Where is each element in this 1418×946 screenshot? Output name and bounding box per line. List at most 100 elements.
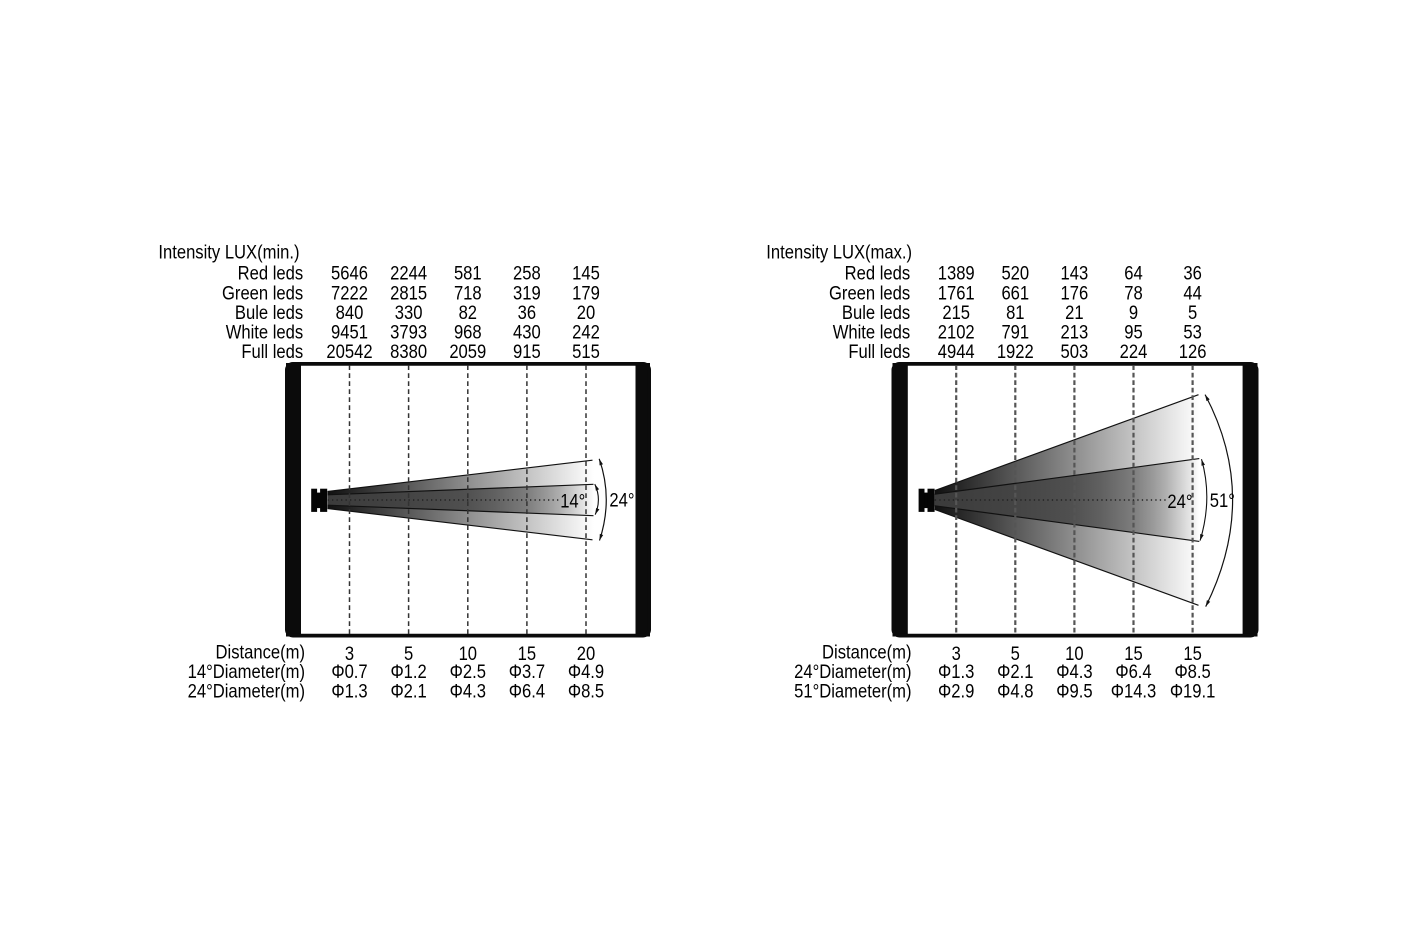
svg-text:520: 520: [1001, 263, 1029, 285]
svg-text:145: 145: [572, 263, 600, 285]
svg-text:Intensity LUX(min.): Intensity LUX(min.): [158, 241, 299, 263]
svg-text:Distance(m): Distance(m): [216, 641, 305, 663]
svg-text:Full leds: Full leds: [241, 341, 303, 363]
svg-text:2102: 2102: [938, 322, 975, 344]
svg-text:258: 258: [513, 263, 541, 285]
svg-text:2815: 2815: [390, 282, 427, 304]
svg-text:64: 64: [1124, 263, 1143, 285]
svg-text:915: 915: [513, 341, 541, 363]
svg-text:21: 21: [1065, 302, 1083, 324]
svg-text:Green leds: Green leds: [222, 282, 303, 304]
svg-text:20: 20: [577, 302, 596, 324]
svg-text:515: 515: [572, 341, 600, 363]
svg-text:1389: 1389: [938, 263, 975, 285]
svg-text:15: 15: [1124, 643, 1142, 665]
svg-text:4944: 4944: [938, 341, 975, 363]
svg-text:319: 319: [513, 282, 541, 304]
svg-text:8380: 8380: [390, 341, 427, 363]
svg-text:Intensity LUX(max.): Intensity LUX(max.): [766, 241, 912, 263]
svg-text:Red leds: Red leds: [238, 263, 304, 285]
svg-text:176: 176: [1061, 282, 1089, 304]
svg-text:15: 15: [1183, 643, 1201, 665]
svg-text:242: 242: [572, 322, 600, 344]
svg-text:95: 95: [1124, 322, 1142, 344]
svg-text:Φ6.4: Φ6.4: [1115, 661, 1151, 683]
svg-text:581: 581: [454, 263, 482, 285]
svg-text:24°Diameter(m): 24°Diameter(m): [794, 661, 911, 683]
svg-text:51°: 51°: [1210, 490, 1235, 512]
svg-text:126: 126: [1179, 341, 1207, 363]
svg-text:15: 15: [518, 643, 536, 665]
svg-text:5: 5: [1011, 643, 1020, 665]
svg-text:3793: 3793: [390, 322, 427, 344]
svg-text:9: 9: [1129, 302, 1138, 324]
svg-text:20: 20: [577, 643, 596, 665]
svg-text:53: 53: [1183, 322, 1201, 344]
svg-text:36: 36: [518, 302, 536, 324]
svg-text:Φ2.9: Φ2.9: [938, 681, 974, 703]
svg-text:5: 5: [1188, 302, 1197, 324]
svg-text:Φ3.7: Φ3.7: [509, 661, 545, 683]
svg-text:Φ2.5: Φ2.5: [450, 661, 486, 683]
svg-text:Φ4.3: Φ4.3: [1056, 661, 1092, 683]
svg-text:213: 213: [1061, 322, 1089, 344]
svg-text:968: 968: [454, 322, 482, 344]
svg-text:10: 10: [459, 643, 478, 665]
svg-text:Φ9.5: Φ9.5: [1056, 681, 1092, 703]
svg-text:Φ4.8: Φ4.8: [997, 681, 1033, 703]
svg-text:330: 330: [395, 302, 423, 324]
svg-text:Φ0.7: Φ0.7: [331, 661, 367, 683]
svg-text:Bule leds: Bule leds: [842, 302, 910, 324]
svg-text:143: 143: [1061, 263, 1089, 285]
svg-text:718: 718: [454, 282, 482, 304]
svg-text:White leds: White leds: [833, 322, 911, 344]
svg-text:24°: 24°: [609, 489, 634, 511]
svg-text:White leds: White leds: [226, 322, 304, 344]
svg-text:Φ4.3: Φ4.3: [450, 681, 486, 703]
svg-text:5: 5: [404, 643, 413, 665]
svg-text:1761: 1761: [938, 282, 975, 304]
svg-text:2244: 2244: [390, 263, 427, 285]
svg-text:791: 791: [1001, 322, 1029, 344]
svg-text:840: 840: [336, 302, 364, 324]
svg-text:51°Diameter(m): 51°Diameter(m): [794, 681, 911, 703]
svg-text:Distance(m): Distance(m): [822, 641, 911, 663]
svg-text:10: 10: [1065, 643, 1084, 665]
svg-text:20542: 20542: [326, 341, 372, 363]
svg-text:Φ1.2: Φ1.2: [390, 661, 426, 683]
svg-text:5646: 5646: [331, 263, 368, 285]
svg-text:Φ8.5: Φ8.5: [568, 681, 604, 703]
svg-text:430: 430: [513, 322, 541, 344]
svg-text:Φ2.1: Φ2.1: [997, 661, 1033, 683]
svg-text:Φ6.4: Φ6.4: [509, 681, 545, 703]
svg-text:Red leds: Red leds: [845, 263, 911, 285]
svg-text:179: 179: [572, 282, 600, 304]
svg-text:2059: 2059: [449, 341, 486, 363]
svg-text:Φ1.3: Φ1.3: [938, 661, 974, 683]
svg-text:661: 661: [1001, 282, 1029, 304]
svg-text:44: 44: [1183, 282, 1202, 304]
svg-text:215: 215: [942, 302, 970, 324]
svg-text:81: 81: [1006, 302, 1024, 324]
svg-text:Φ8.5: Φ8.5: [1174, 661, 1210, 683]
svg-text:Bule leds: Bule leds: [235, 302, 303, 324]
svg-text:Φ19.1: Φ19.1: [1170, 681, 1216, 703]
svg-text:78: 78: [1124, 282, 1142, 304]
svg-text:Φ14.3: Φ14.3: [1111, 681, 1157, 703]
svg-text:503: 503: [1061, 341, 1089, 363]
svg-text:7222: 7222: [331, 282, 368, 304]
svg-text:82: 82: [459, 302, 477, 324]
svg-text:224: 224: [1120, 341, 1148, 363]
svg-text:14°Diameter(m): 14°Diameter(m): [188, 661, 305, 683]
svg-text:3: 3: [952, 643, 961, 665]
svg-text:14°: 14°: [560, 490, 585, 512]
svg-text:Φ4.9: Φ4.9: [568, 661, 604, 683]
svg-text:36: 36: [1183, 263, 1201, 285]
svg-text:Full leds: Full leds: [848, 341, 910, 363]
svg-text:24°: 24°: [1167, 491, 1192, 513]
svg-text:3: 3: [345, 643, 354, 665]
svg-text:Φ2.1: Φ2.1: [390, 681, 426, 703]
svg-text:1922: 1922: [997, 341, 1034, 363]
svg-text:Φ1.3: Φ1.3: [331, 681, 367, 703]
svg-text:9451: 9451: [331, 322, 368, 344]
